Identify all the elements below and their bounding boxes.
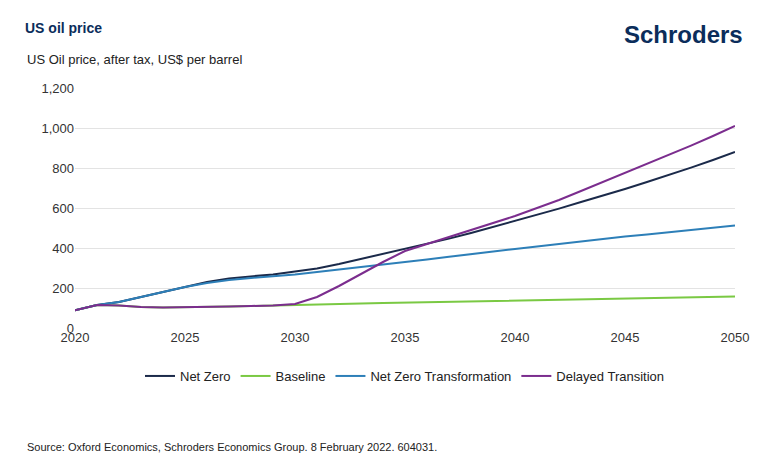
- svg-text:Baseline: Baseline: [276, 369, 326, 384]
- svg-text:0: 0: [67, 321, 74, 336]
- svg-text:Net Zero Transformation: Net Zero Transformation: [370, 369, 511, 384]
- svg-text:1,200: 1,200: [41, 81, 74, 96]
- svg-text:Schroders: Schroders: [624, 21, 743, 48]
- svg-text:Delayed Transition: Delayed Transition: [556, 369, 664, 384]
- svg-text:1,000: 1,000: [41, 121, 74, 136]
- svg-text:2050: 2050: [721, 330, 750, 345]
- svg-text:2040: 2040: [501, 330, 530, 345]
- svg-text:400: 400: [52, 241, 74, 256]
- svg-text:2045: 2045: [611, 330, 640, 345]
- svg-text:2030: 2030: [281, 330, 310, 345]
- svg-text:Net Zero: Net Zero: [180, 369, 231, 384]
- svg-text:2025: 2025: [171, 330, 200, 345]
- svg-text:US oil price: US oil price: [25, 20, 102, 36]
- svg-text:2020: 2020: [61, 330, 90, 345]
- svg-text:200: 200: [52, 281, 74, 296]
- svg-text:600: 600: [52, 201, 74, 216]
- svg-text:800: 800: [52, 161, 74, 176]
- svg-text:US Oil price, after tax, US$ p: US Oil price, after tax, US$ per barrel: [27, 52, 242, 67]
- svg-text:2035: 2035: [391, 330, 420, 345]
- svg-text:Source: Oxford Economics, Schr: Source: Oxford Economics, Schroders Econ…: [27, 441, 437, 453]
